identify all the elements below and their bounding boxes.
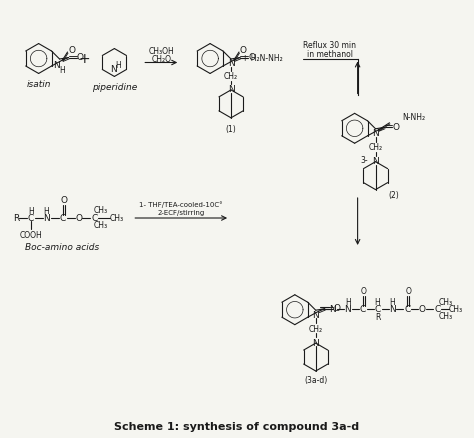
Text: 2-ECF/stirring: 2-ECF/stirring <box>157 210 205 216</box>
Text: (2): (2) <box>388 191 399 200</box>
Text: piperidine: piperidine <box>92 83 137 92</box>
Text: C: C <box>374 305 381 314</box>
Text: N: N <box>372 157 379 166</box>
Text: C: C <box>404 305 410 314</box>
Text: O: O <box>68 46 75 55</box>
Text: CH₃: CH₃ <box>438 298 452 307</box>
Text: H: H <box>116 61 121 70</box>
Text: N: N <box>53 61 60 71</box>
Text: CH₃: CH₃ <box>109 213 123 223</box>
Text: N-NH₂: N-NH₂ <box>402 113 426 122</box>
Text: C: C <box>27 213 34 223</box>
Text: O: O <box>393 123 400 132</box>
Text: C: C <box>359 305 366 314</box>
Text: H: H <box>44 207 49 215</box>
Text: CH₂O: CH₂O <box>151 55 171 64</box>
Text: N: N <box>344 305 351 314</box>
Text: C: C <box>59 213 66 223</box>
Text: N: N <box>110 65 117 74</box>
Text: CH₃: CH₃ <box>448 305 462 314</box>
Text: (3a-d): (3a-d) <box>304 377 328 385</box>
Text: N: N <box>43 213 50 223</box>
Text: CH₃: CH₃ <box>93 222 108 230</box>
Text: in methanol: in methanol <box>307 50 353 59</box>
Text: O: O <box>60 195 67 205</box>
Text: C: C <box>434 305 440 314</box>
Text: R: R <box>375 313 380 321</box>
Text: +: + <box>79 52 91 66</box>
Text: N: N <box>312 339 319 348</box>
Text: N: N <box>372 129 379 138</box>
Text: COOH: COOH <box>19 231 42 240</box>
Text: CH₃OH: CH₃OH <box>148 47 174 56</box>
Text: O: O <box>75 213 82 223</box>
Text: Boc-amino acids: Boc-amino acids <box>26 244 100 252</box>
Text: C: C <box>91 213 98 223</box>
Text: Reflux 30 min: Reflux 30 min <box>303 41 356 50</box>
Text: O: O <box>406 287 411 296</box>
Text: R: R <box>13 213 19 223</box>
Text: CH₂: CH₂ <box>368 143 383 152</box>
Text: H: H <box>28 207 34 215</box>
Text: O: O <box>361 287 366 296</box>
Text: 1- THF/TEA-cooled-10C°: 1- THF/TEA-cooled-10C° <box>139 201 223 208</box>
Text: O: O <box>248 53 255 62</box>
Text: N: N <box>312 311 319 320</box>
Text: 3-: 3- <box>360 156 367 165</box>
Text: CH₂: CH₂ <box>309 325 323 334</box>
Text: + H₂N-NH₂: + H₂N-NH₂ <box>242 54 283 63</box>
Text: H: H <box>345 298 350 307</box>
Text: O: O <box>333 304 340 313</box>
Text: CH₃: CH₃ <box>93 205 108 215</box>
Text: CH₂: CH₂ <box>224 72 238 81</box>
Text: O: O <box>77 53 84 62</box>
Text: O: O <box>239 46 246 55</box>
Text: isatin: isatin <box>27 80 51 89</box>
Text: N: N <box>228 85 234 95</box>
Text: N: N <box>228 60 234 68</box>
Text: O: O <box>419 305 426 314</box>
Text: N: N <box>329 305 336 314</box>
Text: Scheme 1: synthesis of compound 3a-d: Scheme 1: synthesis of compound 3a-d <box>114 422 360 432</box>
Text: (1): (1) <box>226 125 237 134</box>
Text: H: H <box>60 67 65 75</box>
Text: H: H <box>374 298 381 307</box>
Text: H: H <box>390 298 395 307</box>
Text: N: N <box>389 305 396 314</box>
Text: CH₃: CH₃ <box>438 312 452 321</box>
